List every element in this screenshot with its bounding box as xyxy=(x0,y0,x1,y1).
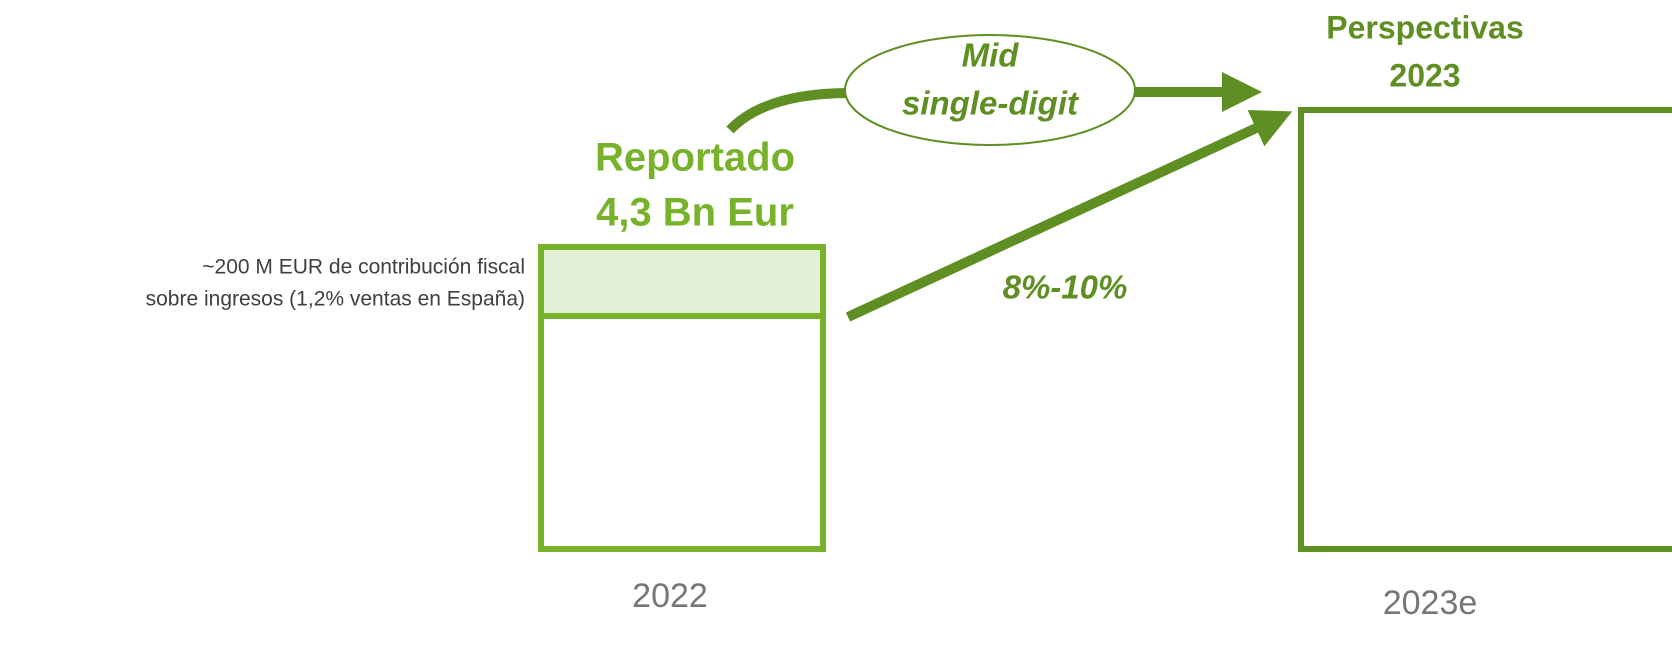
curved-label: Mid xyxy=(962,37,1020,74)
annotation-line: sobre ingresos (1,2% ventas en España) xyxy=(146,288,525,311)
outlook-title: 2023 xyxy=(1389,57,1460,93)
straight-label: 8%-10% xyxy=(1003,269,1128,306)
curved-arrow xyxy=(726,88,851,134)
curved-label: single-digit xyxy=(902,85,1080,122)
box-2023 xyxy=(1298,107,1672,552)
reported-value: 4,3 Bn Eur xyxy=(596,191,794,235)
year-label: 2022 xyxy=(632,577,708,615)
reported-title: Reportado xyxy=(595,136,795,180)
diagonal-arrow xyxy=(845,110,1293,322)
outlook-title: Perspectivas xyxy=(1326,9,1523,45)
box-2022 xyxy=(538,244,826,552)
year-label: 2023e xyxy=(1383,584,1478,622)
annotation-line: ~200 M EUR de contribución fiscal xyxy=(202,256,525,279)
tax-band xyxy=(541,247,823,316)
